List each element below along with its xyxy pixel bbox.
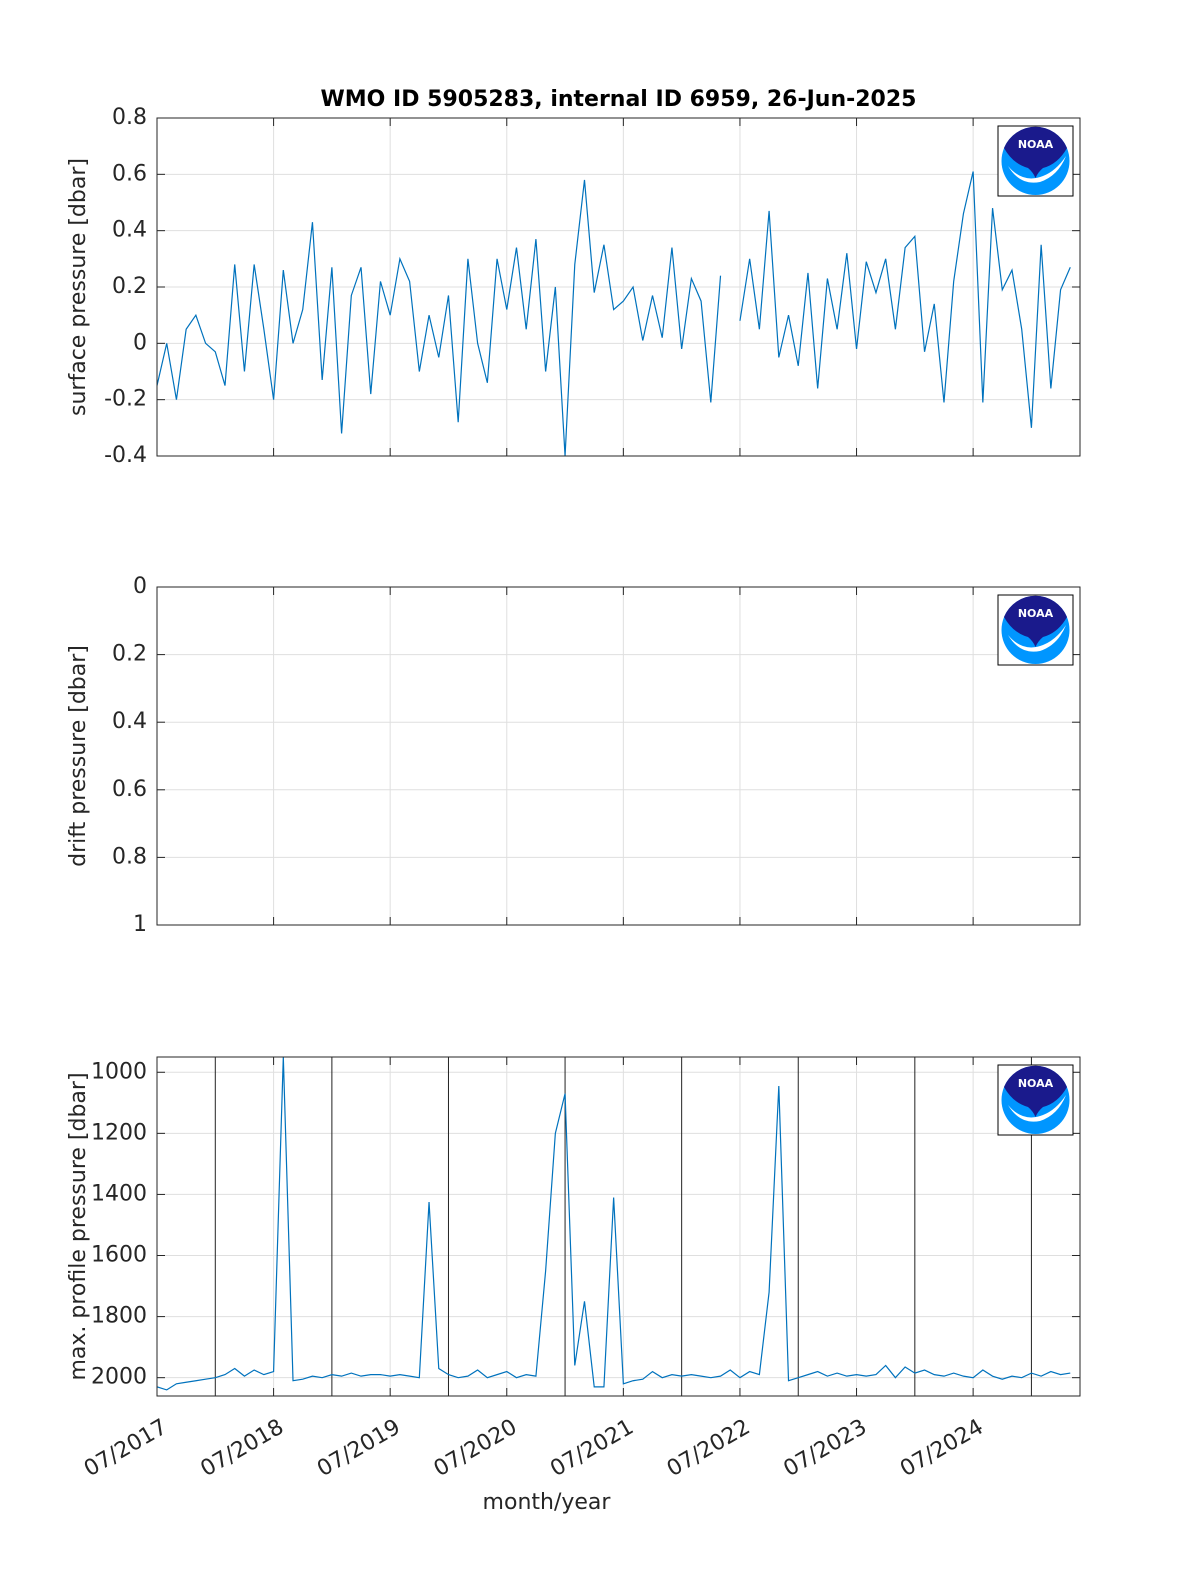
y-tick-label: 1800 <box>91 1304 147 1329</box>
y-tick-label: -0.4 <box>104 443 147 468</box>
y-tick-label: 1600 <box>91 1243 147 1268</box>
series-line <box>157 1057 1071 1391</box>
y-tick-label: 1400 <box>91 1181 147 1206</box>
y-tick-label: 1200 <box>91 1120 147 1145</box>
y-axis-label: max. profile pressure [dbar] <box>66 1072 91 1380</box>
chart-title: WMO ID 5905283, internal ID 6959, 26-Jun… <box>321 87 917 112</box>
y-tick-label: 0.6 <box>112 161 147 186</box>
axes-box <box>156 1056 1081 1397</box>
axes-box <box>156 586 1081 926</box>
y-tick-label: 0 <box>133 574 147 599</box>
series-line <box>157 171 1071 456</box>
noaa-logo: NOAA <box>997 125 1074 197</box>
y-tick-label: 0 <box>133 330 147 355</box>
logo-text: NOAA <box>1018 607 1054 620</box>
y-tick-label: 1 <box>133 912 147 937</box>
y-tick-label: 0.4 <box>112 218 147 243</box>
logo-gull <box>1008 625 1066 652</box>
logo-gull <box>1008 1095 1066 1122</box>
y-tick-label: -0.2 <box>104 387 147 412</box>
y-tick-label: 0.8 <box>112 844 147 869</box>
noaa-logo: NOAA <box>997 1064 1074 1136</box>
x-axis-label: month/year <box>483 1490 612 1515</box>
y-tick-label: 0.8 <box>112 105 147 130</box>
y-tick-label: 0.2 <box>112 642 147 667</box>
y-tick-label: 1000 <box>91 1059 147 1084</box>
logo-top <box>1004 1065 1067 1117</box>
y-tick-label: 0.2 <box>112 274 147 299</box>
y-tick-label: 2000 <box>91 1365 147 1390</box>
y-tick-label: 0.4 <box>112 709 147 734</box>
y-axis-label: surface pressure [dbar] <box>66 158 91 416</box>
logo-top <box>1004 595 1067 647</box>
noaa-logo: NOAA <box>997 594 1074 666</box>
y-tick-label: 0.6 <box>112 777 147 802</box>
logo-gull <box>1008 156 1066 183</box>
logo-text: NOAA <box>1018 138 1054 151</box>
axes-box <box>156 117 1081 457</box>
y-axis-label: drift pressure [dbar] <box>66 645 91 867</box>
logo-text: NOAA <box>1018 1077 1054 1090</box>
logo-top <box>1004 126 1067 178</box>
